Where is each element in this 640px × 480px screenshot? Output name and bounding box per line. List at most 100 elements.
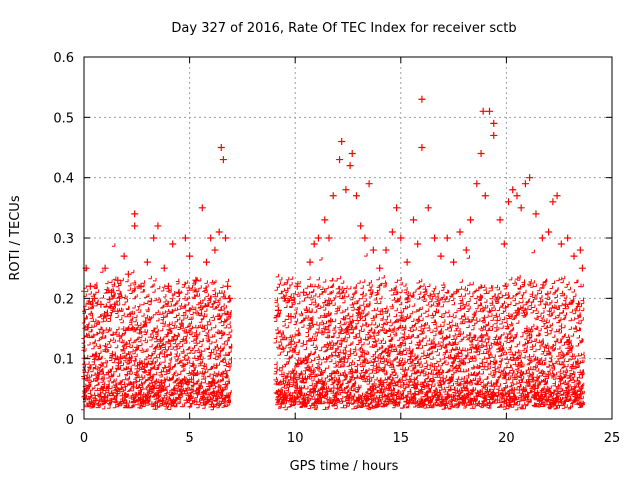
data-point: [181, 234, 189, 242]
plot-frame: [83, 56, 613, 420]
data-point: [131, 210, 139, 218]
chart-title: Day 327 of 2016, Rate Of TEC Index for r…: [171, 21, 516, 36]
data-point: [414, 240, 422, 248]
data-point: [456, 228, 464, 236]
data-point: [217, 144, 225, 151]
scatter-cloud: [81, 243, 585, 411]
data-point: [287, 312, 295, 320]
data-point: [513, 192, 521, 200]
x-tick-label: 10: [287, 431, 304, 446]
data-point: [570, 252, 578, 260]
data-point: [443, 234, 451, 242]
data-point: [388, 228, 396, 236]
x-tick-label: 20: [498, 431, 515, 446]
data-point: [479, 107, 487, 115]
data-point: [393, 204, 401, 212]
data-point: [481, 192, 489, 200]
x-axis-title: GPS time / hours: [290, 459, 399, 474]
data-point: [462, 246, 470, 254]
data-point: [293, 282, 301, 290]
y-tick-label: 0: [66, 413, 74, 428]
data-point: [160, 264, 168, 272]
y-tick-label: 0.6: [53, 51, 74, 66]
data-point: [306, 258, 314, 266]
data-point: [496, 216, 504, 224]
data-point: [192, 276, 200, 284]
data-point: [97, 300, 105, 308]
data-point: [154, 222, 162, 230]
data-point: [310, 240, 318, 248]
y-tick-label: 0.3: [53, 232, 74, 247]
data-point: [329, 192, 337, 200]
y-axis-title: ROTI / TECUs: [8, 195, 23, 280]
data-point: [564, 234, 572, 242]
data-point: [538, 234, 546, 242]
data-point: [164, 282, 172, 290]
data-point: [490, 131, 498, 139]
data-point: [336, 156, 344, 164]
data-point: [338, 137, 346, 145]
data-point: [175, 288, 183, 296]
x-axis: 0 5 10 15 20 25: [80, 57, 620, 446]
y-axis: 0 0.1 0.2 0.3 0.4 0.5 0.6: [53, 51, 612, 428]
data-point: [101, 264, 109, 272]
data-point: [357, 222, 365, 230]
data-point: [169, 240, 177, 248]
data-point: [186, 252, 194, 260]
data-point: [424, 204, 432, 212]
data-point: [300, 288, 308, 296]
data-point: [150, 234, 158, 242]
data-point: [486, 107, 494, 115]
data-point: [361, 234, 369, 242]
data-point: [346, 162, 354, 170]
data-point: [403, 258, 411, 266]
data-point: [107, 288, 115, 296]
data-point: [342, 186, 350, 194]
data-point: [131, 222, 139, 230]
data-point: [365, 180, 373, 188]
data-point: [505, 198, 513, 206]
data-point: [431, 234, 439, 242]
data-point: [409, 216, 417, 224]
data-point: [202, 258, 210, 266]
data-point: [578, 264, 586, 272]
data-point: [369, 246, 377, 254]
data-point: [557, 240, 565, 248]
data-point: [576, 246, 584, 254]
data-point: [376, 264, 384, 272]
data-point: [215, 228, 223, 236]
data-point: [526, 174, 534, 182]
data-point: [91, 294, 99, 302]
data-point: [114, 276, 122, 284]
data-point: [226, 294, 234, 302]
data-point: [211, 246, 219, 254]
y-tick-label: 0.5: [53, 111, 74, 126]
data-point: [198, 204, 206, 212]
data-point: [321, 216, 329, 224]
data-point: [473, 180, 481, 188]
x-tick-label: 0: [80, 431, 88, 446]
data-point: [549, 198, 557, 206]
data-point: [397, 234, 405, 242]
data-point: [545, 228, 553, 236]
data-point: [437, 252, 445, 260]
data-point: [348, 150, 356, 158]
y-tick-label: 0.1: [53, 353, 74, 368]
data-point: [325, 234, 333, 242]
y-tick-label: 0.2: [53, 292, 74, 307]
data-point: [120, 252, 128, 260]
data-point: [124, 270, 132, 278]
data-point: [222, 234, 230, 242]
data-point: [143, 258, 151, 266]
y-tick-label: 0.4: [53, 172, 74, 187]
x-tick-label: 25: [604, 431, 621, 446]
data-point: [521, 180, 529, 188]
data-point: [274, 306, 282, 314]
data-point: [517, 204, 525, 212]
data-point: [314, 234, 322, 242]
data-point: [281, 294, 289, 302]
data-point: [86, 282, 94, 290]
data-point: [219, 156, 227, 164]
data-point: [352, 192, 360, 200]
